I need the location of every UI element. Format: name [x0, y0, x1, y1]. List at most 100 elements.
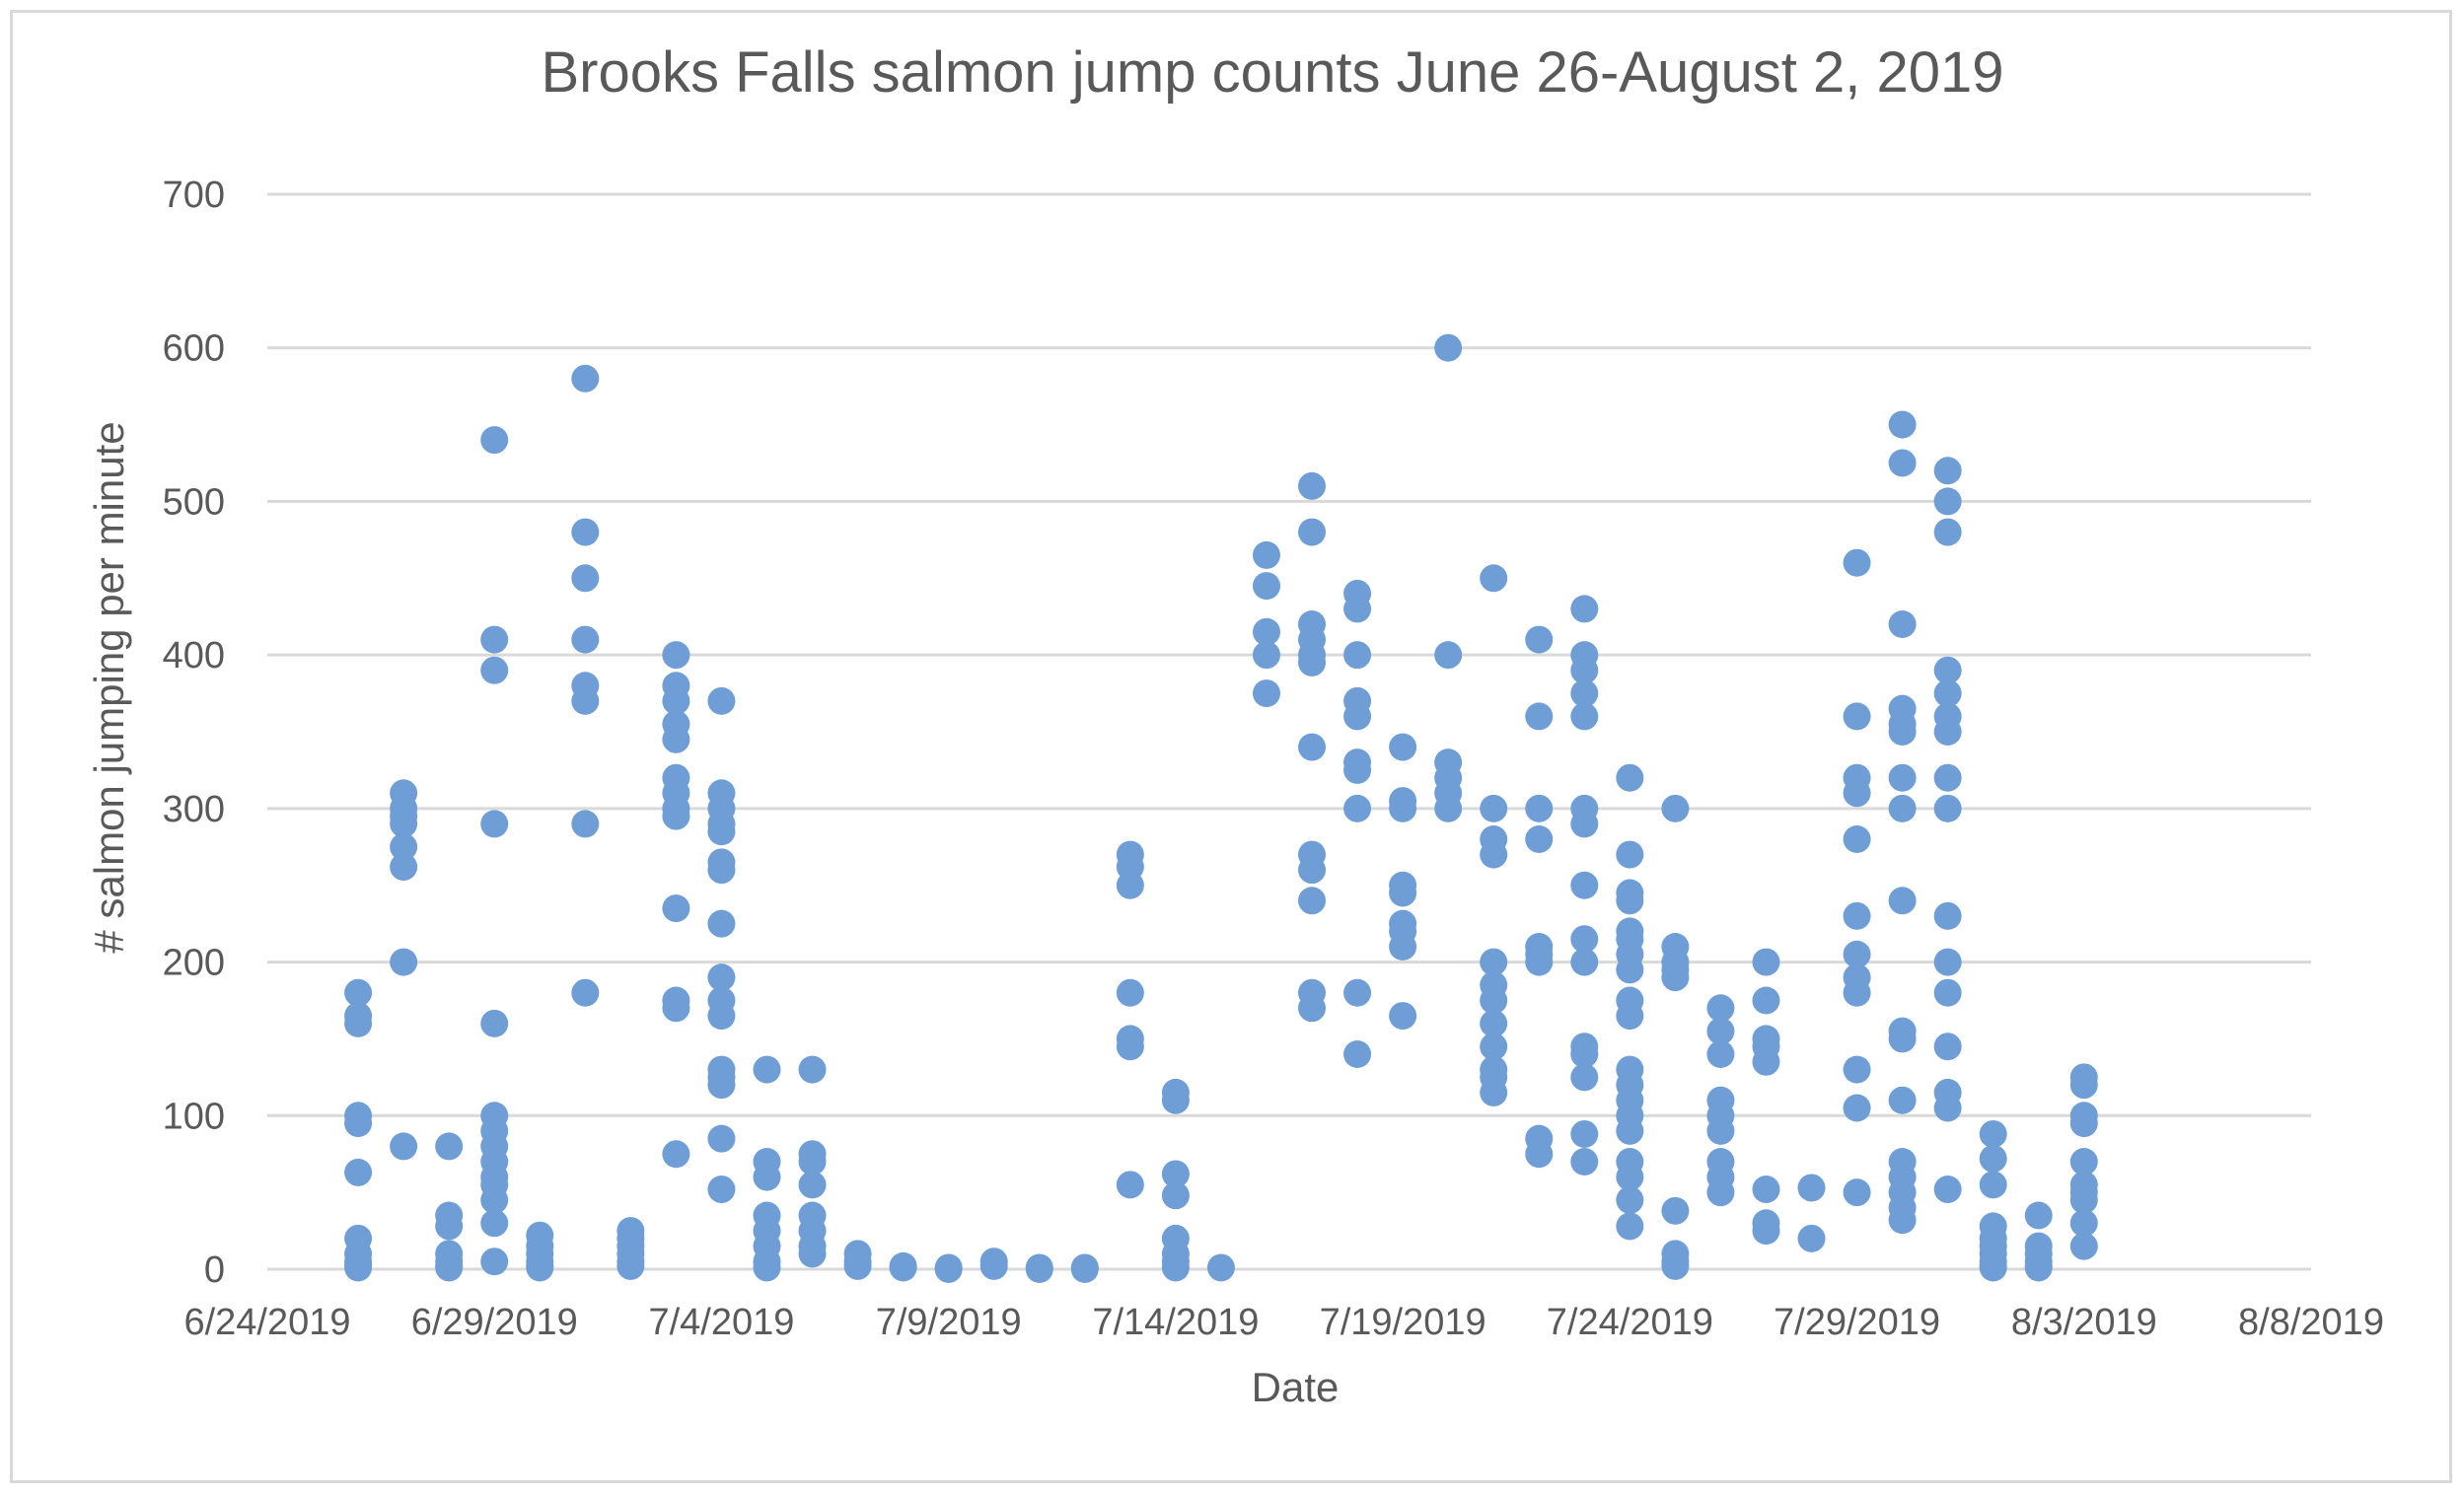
- data-point: [1661, 963, 1690, 992]
- data-point: [1389, 1002, 1417, 1031]
- x-tick-label: 7/4/2019: [648, 1302, 794, 1343]
- data-point: [1933, 718, 1962, 746]
- data-point: [1116, 1033, 1144, 1061]
- data-point: [1752, 986, 1780, 1015]
- data-point: [1616, 887, 1644, 915]
- data-point: [1843, 1178, 1871, 1207]
- data-point: [1570, 1148, 1599, 1176]
- data-point: [1979, 1119, 2007, 1148]
- y-tick-label: 300: [163, 789, 225, 830]
- data-point: [571, 564, 600, 593]
- data-point: [1025, 1255, 1053, 1283]
- data-point: [1480, 1033, 1508, 1061]
- data-point: [1343, 641, 1372, 670]
- data-point: [2069, 1148, 2098, 1176]
- data-point: [1843, 940, 1871, 968]
- data-point: [1752, 1217, 1780, 1246]
- data-point: [2024, 1253, 2053, 1282]
- data-point: [2069, 1071, 2098, 1100]
- data-point: [1161, 1253, 1190, 1282]
- data-point: [753, 1253, 781, 1282]
- data-point: [707, 963, 736, 992]
- data-point: [707, 1071, 736, 1100]
- data-point: [1706, 1040, 1735, 1068]
- data-point: [344, 1109, 373, 1138]
- data-point: [1570, 595, 1599, 623]
- data-point: [1343, 595, 1372, 623]
- data-point: [2069, 1209, 2098, 1238]
- data-point: [1161, 1181, 1190, 1210]
- data-point: [1979, 1253, 2007, 1282]
- data-point: [1480, 564, 1508, 593]
- data-point: [1570, 1040, 1599, 1068]
- data-point: [1389, 794, 1417, 822]
- data-point: [707, 1124, 736, 1153]
- data-point: [1570, 948, 1599, 976]
- data-point: [1933, 794, 1962, 822]
- data-point: [571, 625, 600, 654]
- data-point: [1480, 1078, 1508, 1106]
- data-point: [1480, 1009, 1508, 1037]
- data-point: [1933, 487, 1962, 516]
- data-point: [1616, 1002, 1644, 1031]
- data-point: [480, 1248, 509, 1276]
- gridlines: [267, 192, 2311, 1271]
- x-axis-tick-labels: 6/24/2019 6/29/2019 7/4/2019 7/9/2019 7/14/2…: [183, 1302, 2383, 1343]
- data-point: [1888, 1025, 1917, 1053]
- data-point: [1343, 1040, 1372, 1068]
- data-point: [1888, 718, 1917, 746]
- data-point: [1888, 410, 1917, 439]
- data-point: [1570, 656, 1599, 684]
- data-point: [662, 725, 690, 753]
- x-tick-label: 7/14/2019: [1092, 1302, 1259, 1343]
- y-tick-label: 100: [163, 1096, 225, 1137]
- data-point: [1480, 840, 1508, 869]
- data-point: [1661, 794, 1690, 822]
- data-point: [1933, 457, 1962, 485]
- data-point: [1570, 810, 1599, 838]
- data-point: [1888, 1206, 1917, 1235]
- data-point: [1933, 763, 1962, 792]
- data-point: [1116, 871, 1144, 899]
- data-point: [344, 978, 373, 1007]
- data-point: [798, 1240, 827, 1268]
- data-point: [1161, 1086, 1190, 1114]
- data-point: [1570, 1119, 1599, 1148]
- data-point: [480, 426, 509, 455]
- data-point: [1298, 994, 1327, 1023]
- data-point: [571, 810, 600, 838]
- x-tick-label: 7/24/2019: [1547, 1302, 1713, 1343]
- data-point: [1298, 648, 1327, 677]
- data-point: [1389, 933, 1417, 961]
- data-point: [707, 686, 736, 715]
- data-point: [1797, 1224, 1826, 1252]
- data-point: [1570, 679, 1599, 708]
- data-point: [1752, 1047, 1780, 1076]
- data-point: [1888, 449, 1917, 477]
- x-axis-title: Date: [1252, 1364, 1340, 1410]
- data-point: [2069, 1185, 2098, 1214]
- data-point: [662, 802, 690, 830]
- data-point: [1797, 1174, 1826, 1202]
- data-point: [390, 1132, 418, 1161]
- data-point: [1298, 887, 1327, 915]
- data-point: [1752, 1176, 1780, 1204]
- data-point: [1616, 956, 1644, 984]
- data-point: [753, 1163, 781, 1191]
- data-points: [344, 333, 2098, 1283]
- data-point: [707, 818, 736, 846]
- data-point: [1616, 840, 1644, 869]
- y-tick-label: 700: [163, 175, 225, 216]
- data-point: [1116, 978, 1144, 1007]
- data-point: [753, 1055, 781, 1084]
- data-point: [1843, 825, 1871, 853]
- scatter-chart: Brooks Falls salmon jump counts June 26-…: [86, 40, 2384, 1410]
- data-point: [1161, 1160, 1190, 1188]
- data-point: [1525, 702, 1554, 731]
- data-point: [979, 1251, 1008, 1280]
- data-point: [2024, 1201, 2053, 1230]
- data-point: [1616, 1212, 1644, 1241]
- data-point: [526, 1253, 554, 1282]
- data-point: [616, 1251, 645, 1280]
- data-point: [1570, 1063, 1599, 1092]
